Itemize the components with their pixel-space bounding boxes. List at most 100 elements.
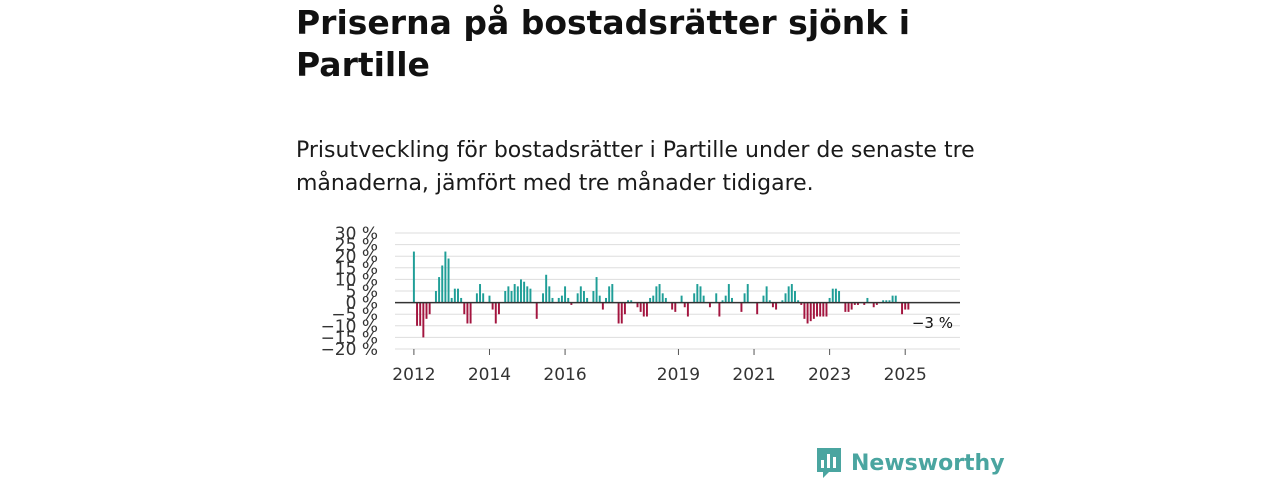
bar bbox=[620, 302, 623, 324]
bar bbox=[901, 302, 904, 315]
bar bbox=[740, 302, 743, 312]
bar bbox=[447, 258, 450, 303]
bar bbox=[639, 302, 642, 312]
bar bbox=[491, 302, 494, 310]
bar bbox=[819, 302, 822, 317]
y-tick-label: 15 % bbox=[335, 259, 378, 279]
bar bbox=[806, 302, 809, 324]
last-value-annotation: −3 % bbox=[912, 314, 953, 332]
bar bbox=[623, 302, 626, 315]
bar bbox=[784, 293, 787, 303]
bar bbox=[765, 286, 768, 303]
bar bbox=[875, 302, 878, 305]
bar bbox=[822, 302, 825, 317]
bar bbox=[504, 291, 507, 303]
bar bbox=[523, 281, 526, 303]
bar bbox=[416, 302, 419, 326]
bar bbox=[680, 295, 683, 303]
bar bbox=[488, 295, 491, 303]
bar bbox=[768, 300, 771, 303]
bar bbox=[551, 297, 554, 303]
bar bbox=[831, 288, 834, 303]
bar bbox=[422, 302, 425, 338]
bar bbox=[494, 302, 497, 324]
bar bbox=[617, 302, 620, 324]
bar bbox=[582, 291, 585, 303]
bar bbox=[803, 302, 806, 319]
brand-name: Newsworthy bbox=[851, 450, 1005, 476]
bar bbox=[756, 302, 759, 315]
bar bbox=[863, 302, 866, 305]
bar bbox=[457, 288, 459, 303]
bar bbox=[775, 302, 778, 310]
bar bbox=[542, 293, 544, 303]
bar bbox=[425, 302, 428, 319]
bar bbox=[548, 286, 551, 303]
y-tick-label: 5 % bbox=[346, 282, 378, 302]
bar bbox=[482, 293, 485, 303]
bar bbox=[479, 284, 482, 303]
bar bbox=[904, 302, 907, 310]
bar bbox=[825, 302, 828, 317]
bar bbox=[812, 302, 815, 319]
y-tick-label: 0 % bbox=[346, 294, 378, 314]
bar bbox=[428, 302, 431, 315]
bar bbox=[888, 300, 891, 303]
bar bbox=[702, 295, 705, 303]
bar bbox=[834, 288, 837, 303]
bar bbox=[715, 293, 718, 303]
chart-subtitle: Prisutveckling för bostadsrätter i Parti… bbox=[296, 138, 975, 196]
x-tick-label: 2025 bbox=[884, 365, 927, 385]
bar bbox=[441, 265, 444, 303]
bar bbox=[510, 291, 513, 303]
bar bbox=[894, 295, 897, 303]
brand-logo: Newsworthy bbox=[815, 446, 1005, 480]
bar bbox=[696, 284, 699, 303]
bar bbox=[649, 297, 652, 303]
bar bbox=[526, 286, 529, 303]
bar bbox=[853, 302, 856, 305]
y-tick-label: 20 % bbox=[335, 247, 378, 267]
bar bbox=[686, 302, 689, 317]
bar bbox=[557, 297, 560, 303]
bar bbox=[882, 300, 885, 303]
x-tick-label: 2023 bbox=[808, 365, 851, 385]
bar bbox=[708, 302, 711, 308]
chart-title: Priserna på bostadsrätter sjönk i Partil… bbox=[296, 3, 911, 84]
bar bbox=[450, 297, 453, 303]
bar bbox=[771, 302, 774, 308]
bar bbox=[664, 297, 667, 303]
bar bbox=[475, 293, 478, 303]
bar bbox=[453, 288, 456, 303]
bar bbox=[718, 302, 721, 317]
bar bbox=[658, 284, 661, 303]
bar bbox=[793, 291, 796, 303]
newsworthy-logo-icon bbox=[817, 448, 841, 478]
y-tick-label: 10 % bbox=[335, 270, 378, 290]
bar bbox=[586, 297, 589, 303]
y-tick-label: 30 % bbox=[335, 224, 378, 244]
bar bbox=[463, 302, 466, 315]
bar bbox=[645, 302, 648, 317]
bar bbox=[781, 300, 784, 303]
bar bbox=[727, 284, 730, 303]
bar bbox=[907, 302, 910, 310]
bar bbox=[438, 277, 441, 303]
bar bbox=[699, 286, 702, 303]
bar bbox=[847, 302, 850, 312]
bar bbox=[460, 297, 463, 303]
bar bbox=[856, 302, 859, 305]
bar bbox=[627, 300, 630, 303]
bar bbox=[790, 284, 793, 303]
bar bbox=[608, 286, 611, 303]
bar bbox=[797, 300, 800, 303]
bar bbox=[724, 295, 727, 303]
bar bbox=[592, 291, 595, 303]
bar bbox=[507, 286, 510, 303]
bar bbox=[636, 302, 639, 308]
x-tick-label: 2012 bbox=[392, 365, 435, 385]
y-tick-label: 25 % bbox=[335, 236, 378, 256]
bar bbox=[762, 295, 765, 303]
bar bbox=[743, 293, 746, 303]
bar bbox=[850, 302, 853, 310]
